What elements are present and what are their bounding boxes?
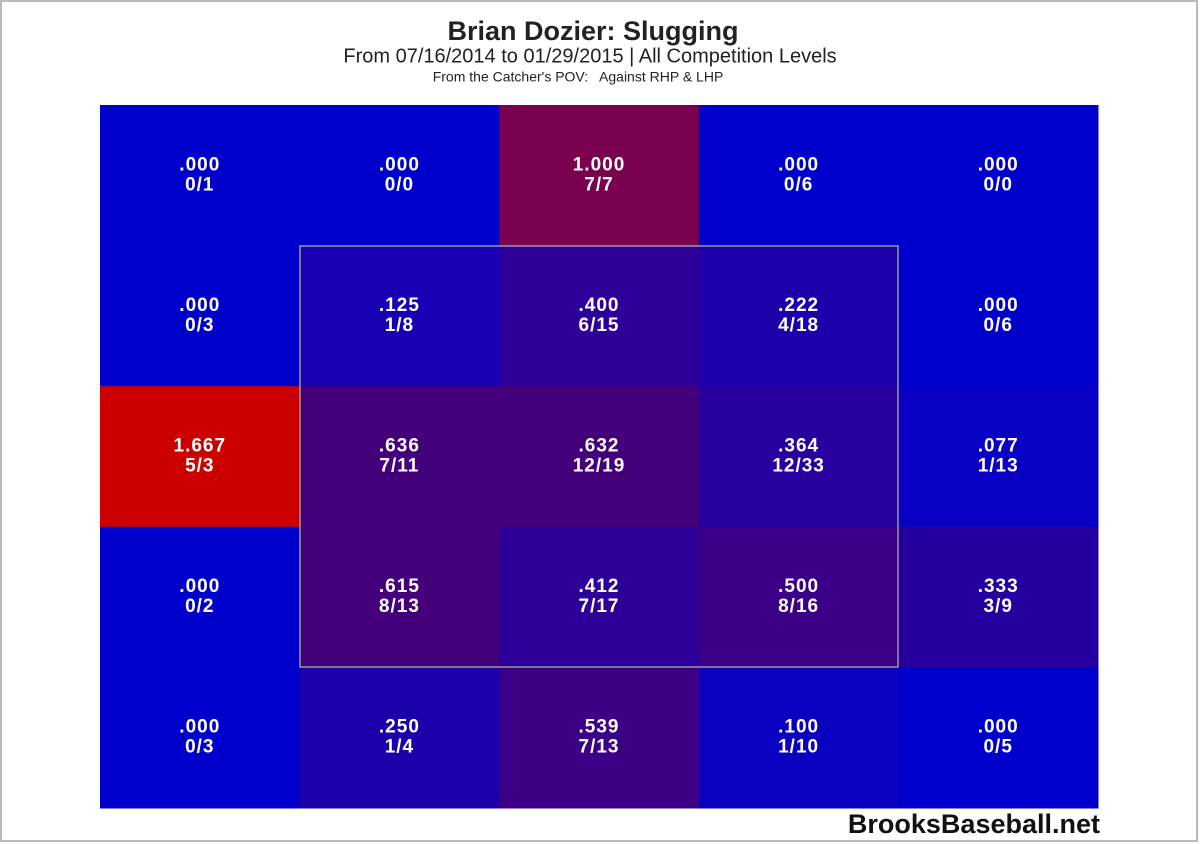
cell-count: 6/15 xyxy=(579,315,620,336)
cell-value: .100 xyxy=(778,717,819,738)
cell-count: 12/19 xyxy=(573,456,626,477)
heatmap-cell xyxy=(100,386,301,528)
cell-value: .615 xyxy=(379,576,420,597)
source: BrooksBaseball.net xyxy=(848,809,1100,839)
cell-count: 1/13 xyxy=(978,456,1019,477)
cell-value: .333 xyxy=(978,576,1019,597)
cell-count: 0/3 xyxy=(185,315,214,336)
cell-value: .000 xyxy=(179,576,220,597)
heatmap-cell xyxy=(698,667,899,809)
cell-value: .222 xyxy=(778,295,819,316)
heatmap-cell xyxy=(898,526,1099,668)
cell-count: 1/4 xyxy=(385,737,414,758)
cell-value: .412 xyxy=(579,576,620,597)
cell-value: .400 xyxy=(579,295,620,316)
cell-count: 1/8 xyxy=(385,315,414,336)
heatmap-cell xyxy=(499,526,700,668)
cell-count: 7/7 xyxy=(584,174,613,195)
heatmap-cell xyxy=(898,105,1099,247)
heatmap-cell xyxy=(898,386,1099,528)
heatmap-cell xyxy=(100,105,301,247)
heatmap-cell xyxy=(499,667,700,809)
cell-count: 0/6 xyxy=(784,174,813,195)
cell-value: .000 xyxy=(379,154,420,175)
heatmap-cell xyxy=(100,667,301,809)
heatmap-cell xyxy=(299,245,500,387)
heatmap-cell xyxy=(499,386,700,528)
cell-count: 7/13 xyxy=(579,737,620,758)
heatmap-cell xyxy=(499,245,700,387)
cell-count: 0/0 xyxy=(983,174,1012,195)
cell-count: 0/1 xyxy=(185,174,214,195)
cell-value: 1.000 xyxy=(573,154,626,175)
cell-value: .125 xyxy=(379,295,420,316)
heatmap-cell xyxy=(698,105,899,247)
heatmap-cell xyxy=(698,245,899,387)
cell-value: .077 xyxy=(978,436,1019,457)
cell-count: 1/10 xyxy=(778,737,819,758)
heatmap-cell xyxy=(299,526,500,668)
cell-count: 0/0 xyxy=(385,174,414,195)
cell-value: .364 xyxy=(778,436,819,457)
heatmap-cell xyxy=(299,667,500,809)
cell-count: 4/18 xyxy=(778,315,819,336)
heatmap-cell xyxy=(898,667,1099,809)
cell-value: .632 xyxy=(579,436,620,457)
cell-count: 0/2 xyxy=(185,596,214,617)
heatmap-cell xyxy=(499,105,700,247)
cell-value: .250 xyxy=(379,717,420,738)
cell-value: 1.667 xyxy=(174,436,227,457)
chart-title: Brian Dozier: Slugging xyxy=(447,16,738,46)
cell-count: 5/3 xyxy=(185,456,214,477)
strike-zone xyxy=(299,245,899,668)
cell-count: 0/5 xyxy=(983,737,1012,758)
cell-value: .000 xyxy=(978,154,1019,175)
chart-subtitle: From 07/16/2014 to 01/29/2015 | All Comp… xyxy=(343,45,836,67)
cell-value: .539 xyxy=(579,717,620,738)
heatmap: .0000/1.0000/01.0007/7.0000/6.0000/0.000… xyxy=(100,105,1099,809)
heatmap-cell xyxy=(299,105,500,247)
cell-value: .000 xyxy=(179,295,220,316)
chart-note: From the Catcher's POV: Against RHP & LH… xyxy=(433,69,724,85)
cell-count: 8/13 xyxy=(379,596,420,617)
cell-value: .500 xyxy=(778,576,819,597)
cell-value: .000 xyxy=(978,717,1019,738)
cell-value: .000 xyxy=(179,717,220,738)
cell-value: .000 xyxy=(978,295,1019,316)
heatmap-cell xyxy=(299,386,500,528)
cell-count: 7/11 xyxy=(379,456,419,477)
heatmap-cell xyxy=(100,245,301,387)
heatmap-cell xyxy=(100,526,301,668)
cell-value: .636 xyxy=(379,436,420,457)
cell-count: 12/33 xyxy=(772,456,825,477)
cell-count: 7/17 xyxy=(579,596,620,617)
heatmap-cell xyxy=(698,526,899,668)
cell-value: .000 xyxy=(778,154,819,175)
cell-count: 3/9 xyxy=(983,596,1012,617)
cell-count: 0/6 xyxy=(983,315,1012,336)
cell-value: .000 xyxy=(179,154,220,175)
cell-count: 0/3 xyxy=(185,737,214,758)
heatmap-cell xyxy=(698,386,899,528)
cell-count: 8/16 xyxy=(778,596,819,617)
heatmap-cell xyxy=(898,245,1099,387)
